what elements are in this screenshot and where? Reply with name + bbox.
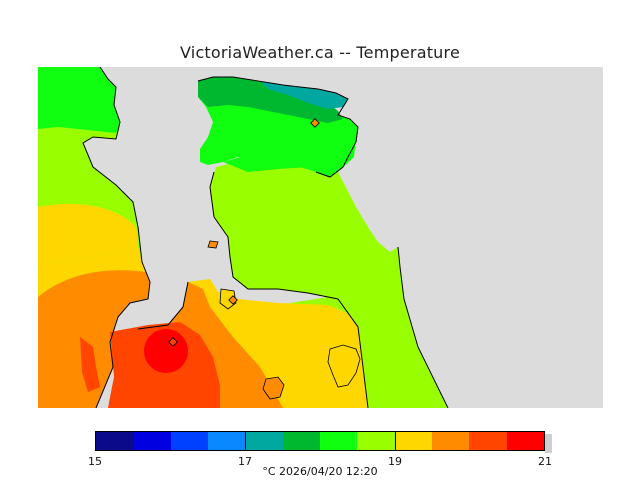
scale-cell <box>431 432 470 450</box>
scale-cell <box>357 432 395 450</box>
scale-cell <box>469 432 507 450</box>
station-markers <box>168 118 320 347</box>
station-marker-central[interactable] <box>228 295 238 305</box>
coastlines <box>82 67 449 408</box>
scale-cell <box>207 432 246 450</box>
scale-shadow <box>545 434 552 453</box>
scale-cell <box>282 432 320 450</box>
temperature-color-scale <box>95 431 545 451</box>
scale-tick-label: 21 <box>538 455 552 468</box>
west-landmass <box>38 67 150 408</box>
scale-cell <box>96 432 134 450</box>
scale-cell <box>319 432 358 450</box>
scale-tick-line <box>245 431 246 451</box>
scale-cell <box>506 432 544 450</box>
scale-tick-label: 19 <box>388 455 402 468</box>
small-islands <box>207 240 361 400</box>
scale-cell <box>170 432 208 450</box>
scale-cell <box>133 432 171 450</box>
scale-tick-label: 15 <box>88 455 102 468</box>
station-marker-north[interactable] <box>310 118 320 128</box>
station-marker-southwest[interactable] <box>168 337 178 347</box>
northeast-island <box>197 76 359 178</box>
units-timestamp: °C 2026/04/20 12:20 <box>262 465 378 478</box>
temperature-map <box>38 67 603 408</box>
scale-tick-label: 17 <box>238 455 252 468</box>
scale-cell <box>394 432 432 450</box>
hot-spot <box>144 329 188 373</box>
scale-cell <box>245 432 283 450</box>
scale-tick-line <box>395 431 396 451</box>
map-title: VictoriaWeather.ca -- Temperature <box>180 43 460 62</box>
